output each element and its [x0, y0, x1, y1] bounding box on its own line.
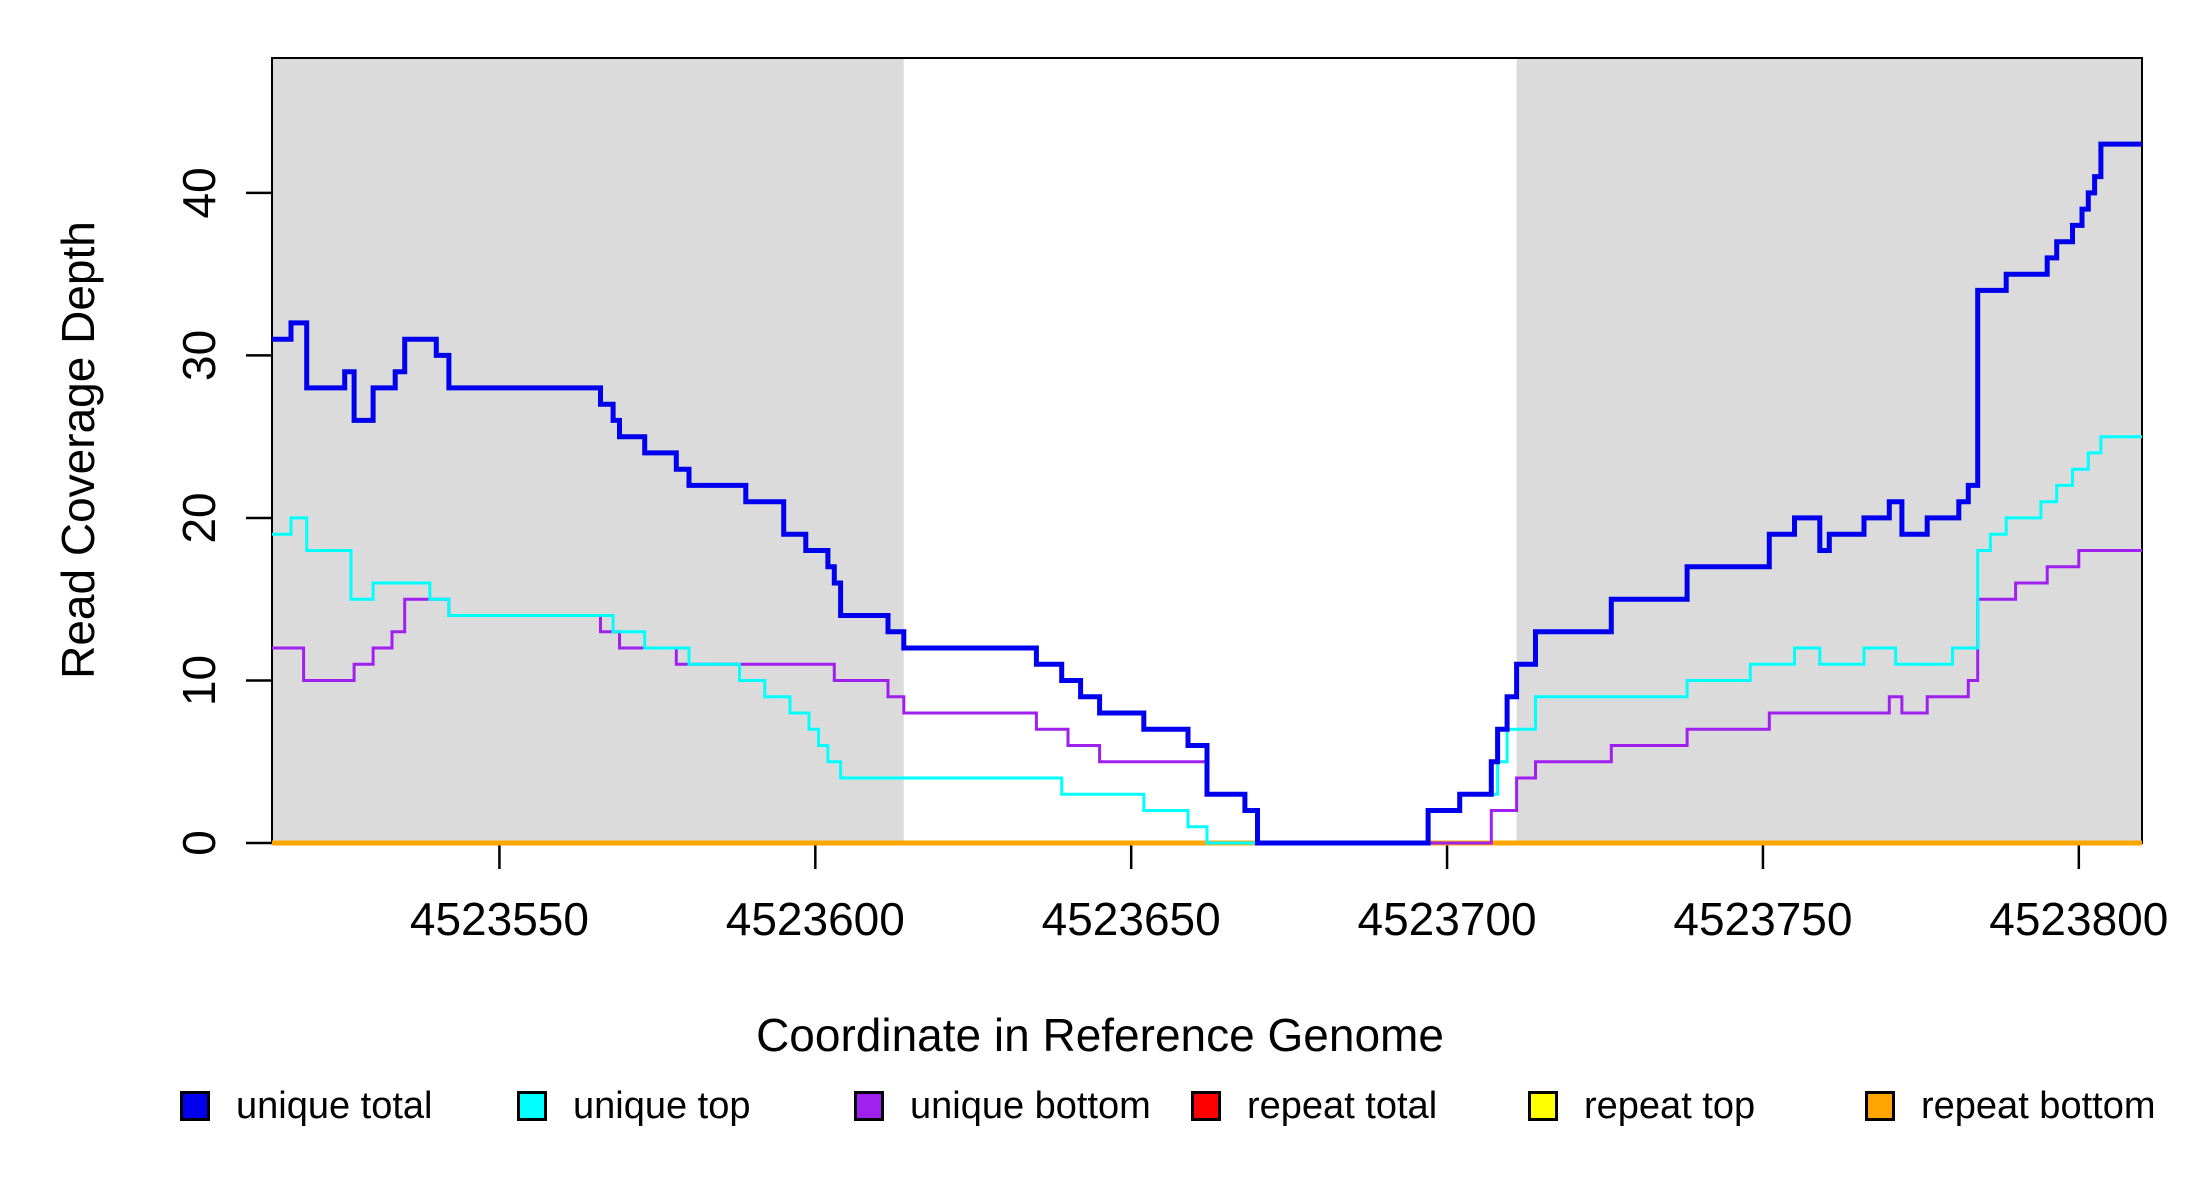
x-axis-title: Coordinate in Reference Genome	[756, 1009, 1444, 1061]
series-line-unique-total	[272, 141, 2142, 846]
legend-item-repeat-bottom: repeat bottom	[1865, 1086, 2155, 1126]
legend-label: repeat bottom	[1921, 1085, 2156, 1127]
y-tick-label: 10	[173, 655, 225, 706]
legend-label: repeat top	[1584, 1085, 1756, 1127]
y-tick-label: 0	[173, 830, 225, 856]
shaded-repeat-region	[1516, 58, 2142, 843]
legend-label: repeat total	[1247, 1085, 1438, 1127]
legend-label: unique total	[236, 1085, 433, 1127]
repeat-total-swatch-icon	[1191, 1091, 1221, 1121]
y-tick-label: 40	[173, 167, 225, 218]
legend-item-unique-bottom: unique bottom	[854, 1086, 1151, 1126]
legend: unique total unique top unique bottom re…	[0, 1086, 2200, 1130]
y-axis-title: Read Coverage Depth	[52, 221, 104, 679]
y-tick-label: 20	[173, 492, 225, 543]
unique-total-swatch-icon	[180, 1091, 210, 1121]
x-tick-label: 4523750	[1673, 893, 1852, 945]
x-tick-label: 4523800	[1989, 893, 2168, 945]
legend-label: unique top	[573, 1085, 751, 1127]
x-tick-label: 4523600	[726, 893, 905, 945]
x-tick-label: 4523550	[410, 893, 589, 945]
y-tick-label: 30	[173, 330, 225, 381]
repeat-top-swatch-icon	[1528, 1091, 1558, 1121]
legend-item-unique-total: unique total	[180, 1086, 433, 1126]
repeat-bottom-swatch-icon	[1865, 1091, 1895, 1121]
legend-item-repeat-top: repeat top	[1528, 1086, 1755, 1126]
unique-bottom-swatch-icon	[854, 1091, 884, 1121]
legend-label: unique bottom	[910, 1085, 1151, 1127]
legend-item-repeat-total: repeat total	[1191, 1086, 1437, 1126]
unique-top-swatch-icon	[517, 1091, 547, 1121]
x-tick-label: 4523700	[1358, 893, 1537, 945]
x-tick-label: 4523650	[1042, 893, 1221, 945]
legend-item-unique-top: unique top	[517, 1086, 751, 1126]
